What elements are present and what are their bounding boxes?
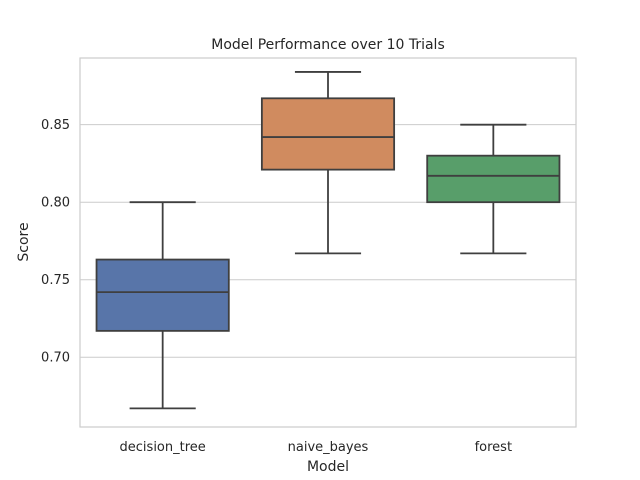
box-decision-tree <box>95 201 230 410</box>
y-axis-label: Score <box>16 222 32 261</box>
chart-title: Model Performance over 10 Trials <box>211 37 445 53</box>
x-tick-label: decision_tree <box>120 440 206 455</box>
box-forest <box>426 123 561 255</box>
x-tick-labels: decision_tree naive_bayes forest <box>120 440 513 455</box>
box-naive-bayes <box>260 71 396 255</box>
y-tick-labels: 0.70 0.75 0.80 0.85 <box>41 118 70 366</box>
x-tick-label: naive_bayes <box>288 440 369 455</box>
y-tick-label: 0.70 <box>41 351 70 366</box>
y-tick-label: 0.85 <box>41 118 70 133</box>
y-tick-label: 0.75 <box>41 273 70 288</box>
plot-frame <box>79 57 577 428</box>
iqr-box <box>426 154 561 204</box>
boxes <box>95 71 561 410</box>
iqr-box <box>260 97 396 171</box>
x-tick-label: forest <box>475 440 512 455</box>
y-tick-label: 0.80 <box>41 196 70 211</box>
x-axis-label: Model <box>307 459 349 475</box>
iqr-box <box>95 258 230 332</box>
